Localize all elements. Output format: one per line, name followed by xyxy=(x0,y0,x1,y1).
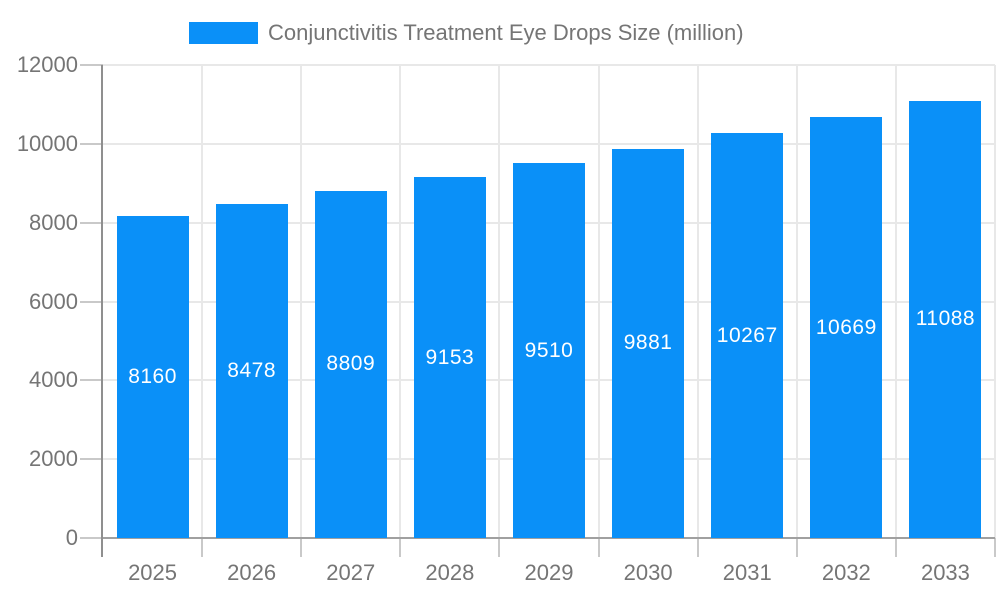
y-tick-label: 8000 xyxy=(29,209,78,235)
x-axis-tick xyxy=(597,538,600,557)
y-axis-line xyxy=(101,65,103,557)
gridline-vertical xyxy=(795,65,798,538)
bar-2029: 9510 xyxy=(513,163,585,538)
y-axis-tick xyxy=(80,537,103,539)
gridline-vertical xyxy=(597,65,600,538)
gridline-horizontal xyxy=(103,64,995,66)
bar-2027: 8809 xyxy=(314,190,387,538)
bar-2033: 11088 xyxy=(909,100,982,538)
chart-legend[interactable]: Conjunctivitis Treatment Eye Drops Size … xyxy=(189,21,744,45)
bar-value-label: 8160 xyxy=(128,365,177,389)
x-axis-tick xyxy=(994,538,996,557)
x-tick-label-2033: 2033 xyxy=(920,560,970,585)
x-axis-tick xyxy=(696,538,699,557)
y-tick-label: 4000 xyxy=(29,367,78,393)
x-tick-label-2028: 2028 xyxy=(425,560,475,585)
bar-2031: 10267 xyxy=(711,133,784,538)
y-tick-label: 2000 xyxy=(29,446,78,472)
x-axis-tick xyxy=(498,538,501,557)
x-axis-tick xyxy=(894,538,897,557)
bar-value-label: 9510 xyxy=(524,338,574,362)
gridline-vertical xyxy=(399,65,402,538)
x-tick-label-2025: 2025 xyxy=(128,560,178,585)
bar-2026: 8478 xyxy=(215,203,288,538)
y-axis-tick xyxy=(80,300,103,303)
gridline-vertical xyxy=(201,65,204,538)
x-tick-label-2030: 2030 xyxy=(623,560,673,585)
x-tick-label-2029: 2029 xyxy=(524,560,574,585)
y-tick-label: 12000 xyxy=(16,52,78,77)
bar-2028: 9153 xyxy=(413,177,486,538)
bar-value-label: 8809 xyxy=(326,352,376,376)
bar-2030: 9881 xyxy=(612,148,685,538)
bar-2025: 8160 xyxy=(116,216,189,538)
y-axis-tick xyxy=(80,221,103,224)
bar-value-label: 10267 xyxy=(716,323,778,347)
x-axis-tick xyxy=(399,538,402,557)
bar-value-label: 9153 xyxy=(425,345,475,369)
y-axis-tick xyxy=(80,458,103,461)
bar-value-label: 10669 xyxy=(815,315,877,339)
y-axis-tick xyxy=(80,64,103,66)
gridline-horizontal xyxy=(103,142,995,145)
bar-value-label: 9881 xyxy=(623,331,673,355)
gridline-vertical xyxy=(994,65,996,538)
gridline-vertical xyxy=(300,65,303,538)
x-tick-label-2031: 2031 xyxy=(722,560,772,585)
legend-label[interactable]: Conjunctivitis Treatment Eye Drops Size … xyxy=(268,20,744,45)
x-tick-label-2026: 2026 xyxy=(227,560,277,585)
x-axis-tick xyxy=(201,538,204,557)
x-axis-tick xyxy=(795,538,798,557)
x-tick-label-2027: 2027 xyxy=(326,560,376,585)
bar-value-label: 11088 xyxy=(915,307,976,331)
bar-2032: 10669 xyxy=(810,117,883,538)
y-axis-tick xyxy=(80,379,103,382)
gridline-vertical xyxy=(498,65,501,538)
bar-value-label: 8478 xyxy=(227,358,277,382)
x-tick-label-2032: 2032 xyxy=(821,560,871,585)
y-axis-tick xyxy=(80,142,103,145)
y-tick-label: 0 xyxy=(65,525,78,550)
gridline-vertical xyxy=(894,65,897,538)
y-tick-label: 10000 xyxy=(16,130,78,156)
gridline-vertical xyxy=(696,65,699,538)
legend-swatch[interactable] xyxy=(189,22,258,44)
y-tick-label: 6000 xyxy=(29,288,78,314)
x-axis-line xyxy=(103,537,995,539)
x-axis-tick xyxy=(300,538,303,557)
